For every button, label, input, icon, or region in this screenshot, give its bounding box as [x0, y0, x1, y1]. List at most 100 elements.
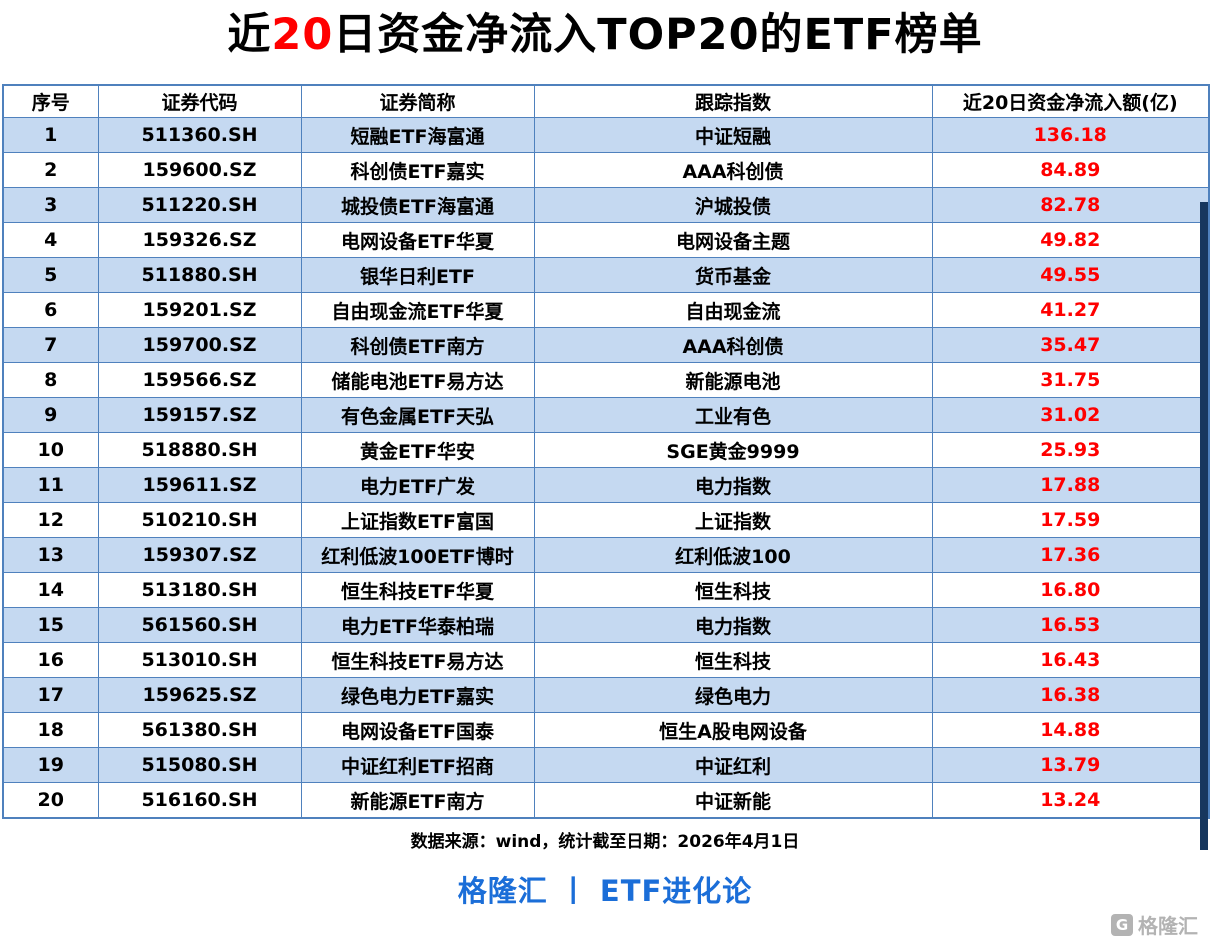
code-cell: 159566.SZ	[97, 362, 302, 399]
inflow-cell: 25.93	[931, 432, 1210, 469]
name-cell: 城投债ETF海富通	[300, 187, 535, 224]
rank-cell: 7	[2, 327, 99, 364]
inflow-cell: 13.24	[931, 782, 1210, 819]
title-suffix: 日资金净流入TOP20的ETF榜单	[333, 10, 983, 60]
index-cell: 沪城投债	[533, 187, 933, 224]
name-cell: 科创债ETF南方	[300, 327, 535, 364]
header-cell-inflow: 近20日资金净流入额(亿)	[931, 84, 1210, 119]
code-cell: 561560.SH	[97, 607, 302, 644]
name-cell: 自由现金流ETF华夏	[300, 292, 535, 329]
table-row: 18 561380.SH 电网设备ETF国泰 恒生A股电网设备 14.88	[2, 712, 1210, 749]
rank-cell: 16	[2, 642, 99, 679]
code-cell: 159326.SZ	[97, 222, 302, 259]
code-cell: 516160.SH	[97, 782, 302, 819]
code-cell: 561380.SH	[97, 712, 302, 749]
inflow-cell: 16.43	[931, 642, 1210, 679]
code-cell: 510210.SH	[97, 502, 302, 539]
name-cell: 上证指数ETF富国	[300, 502, 535, 539]
table-row: 20 516160.SH 新能源ETF南方 中证新能 13.24	[2, 782, 1210, 819]
table-header: 序号 证券代码 证券简称 跟踪指数 近20日资金净流入额(亿)	[2, 84, 1210, 119]
index-cell: 上证指数	[533, 502, 933, 539]
rank-cell: 4	[2, 222, 99, 259]
inflow-cell: 17.88	[931, 467, 1210, 504]
name-cell: 银华日利ETF	[300, 257, 535, 294]
table-row: 15 561560.SH 电力ETF华泰柏瑞 电力指数 16.53	[2, 607, 1210, 644]
name-cell: 中证红利ETF招商	[300, 747, 535, 784]
header-cell-rank: 序号	[2, 84, 99, 119]
inflow-cell: 16.80	[931, 572, 1210, 609]
index-cell: 中证红利	[533, 747, 933, 784]
code-cell: 159611.SZ	[97, 467, 302, 504]
branding-line: 格隆汇 丨 ETF进化论	[457, 874, 753, 909]
table-row: 19 515080.SH 中证红利ETF招商 中证红利 13.79	[2, 747, 1210, 784]
data-source-note: 数据来源：wind，统计截至日期：2026年4月1日	[410, 832, 800, 853]
table-row: 16 513010.SH 恒生科技ETF易方达 恒生科技 16.43	[2, 642, 1210, 679]
title-highlight-number: 20	[271, 10, 334, 60]
code-cell: 159157.SZ	[97, 397, 302, 434]
name-cell: 短融ETF海富通	[300, 117, 535, 154]
rank-cell: 20	[2, 782, 99, 819]
inflow-cell: 31.75	[931, 362, 1210, 399]
table-row: 14 513180.SH 恒生科技ETF华夏 恒生科技 16.80	[2, 572, 1210, 609]
name-cell: 新能源ETF南方	[300, 782, 535, 819]
watermark: G 格隆汇	[1111, 910, 1198, 939]
inflow-cell: 49.82	[931, 222, 1210, 259]
page-title: 近20日资金净流入TOP20的ETF榜单	[0, 6, 1210, 64]
header-row: 序号 证券代码 证券简称 跟踪指数 近20日资金净流入额(亿)	[2, 84, 1210, 119]
name-cell: 科创债ETF嘉实	[300, 152, 535, 189]
table-row: 4 159326.SZ 电网设备ETF华夏 电网设备主题 49.82	[2, 222, 1210, 259]
table-row: 17 159625.SZ 绿色电力ETF嘉实 绿色电力 16.38	[2, 677, 1210, 714]
watermark-text: 格隆汇	[1138, 914, 1198, 938]
table-row: 8 159566.SZ 储能电池ETF易方达 新能源电池 31.75	[2, 362, 1210, 399]
name-cell: 电力ETF华泰柏瑞	[300, 607, 535, 644]
index-cell: 中证新能	[533, 782, 933, 819]
index-cell: SGE黄金9999	[533, 432, 933, 469]
table-right-edge-strip	[1200, 202, 1208, 850]
index-cell: 恒生科技	[533, 642, 933, 679]
table-row: 13 159307.SZ 红利低波100ETF博时 红利低波100 17.36	[2, 537, 1210, 574]
rank-cell: 2	[2, 152, 99, 189]
table-row: 9 159157.SZ 有色金属ETF天弘 工业有色 31.02	[2, 397, 1210, 434]
index-cell: 中证短融	[533, 117, 933, 154]
rank-cell: 5	[2, 257, 99, 294]
code-cell: 515080.SH	[97, 747, 302, 784]
index-cell: 货币基金	[533, 257, 933, 294]
table-row: 11 159611.SZ 电力ETF广发 电力指数 17.88	[2, 467, 1210, 504]
inflow-cell: 84.89	[931, 152, 1210, 189]
rank-cell: 9	[2, 397, 99, 434]
index-cell: 工业有色	[533, 397, 933, 434]
table-row: 1 511360.SH 短融ETF海富通 中证短融 136.18	[2, 117, 1210, 154]
code-cell: 159201.SZ	[97, 292, 302, 329]
rank-cell: 8	[2, 362, 99, 399]
rank-cell: 15	[2, 607, 99, 644]
inflow-cell: 82.78	[931, 187, 1210, 224]
code-cell: 159600.SZ	[97, 152, 302, 189]
rank-cell: 18	[2, 712, 99, 749]
title-prefix: 近	[227, 10, 272, 60]
header-cell-code: 证券代码	[97, 84, 302, 119]
rank-cell: 14	[2, 572, 99, 609]
rank-cell: 10	[2, 432, 99, 469]
header-cell-name: 证券简称	[300, 84, 535, 119]
name-cell: 黄金ETF华安	[300, 432, 535, 469]
code-cell: 511880.SH	[97, 257, 302, 294]
gelonghui-logo-icon: G	[1111, 913, 1133, 936]
inflow-cell: 14.88	[931, 712, 1210, 749]
table-row: 7 159700.SZ 科创债ETF南方 AAA科创债 35.47	[2, 327, 1210, 364]
table-row: 10 518880.SH 黄金ETF华安 SGE黄金9999 25.93	[2, 432, 1210, 469]
table-row: 5 511880.SH 银华日利ETF 货币基金 49.55	[2, 257, 1210, 294]
name-cell: 有色金属ETF天弘	[300, 397, 535, 434]
inflow-cell: 16.53	[931, 607, 1210, 644]
inflow-cell: 17.59	[931, 502, 1210, 539]
rank-cell: 11	[2, 467, 99, 504]
name-cell: 绿色电力ETF嘉实	[300, 677, 535, 714]
index-cell: 电力指数	[533, 607, 933, 644]
rank-cell: 6	[2, 292, 99, 329]
index-cell: 电网设备主题	[533, 222, 933, 259]
rank-cell: 12	[2, 502, 99, 539]
inflow-cell: 16.38	[931, 677, 1210, 714]
inflow-cell: 35.47	[931, 327, 1210, 364]
index-cell: 绿色电力	[533, 677, 933, 714]
name-cell: 恒生科技ETF易方达	[300, 642, 535, 679]
inflow-cell: 41.27	[931, 292, 1210, 329]
